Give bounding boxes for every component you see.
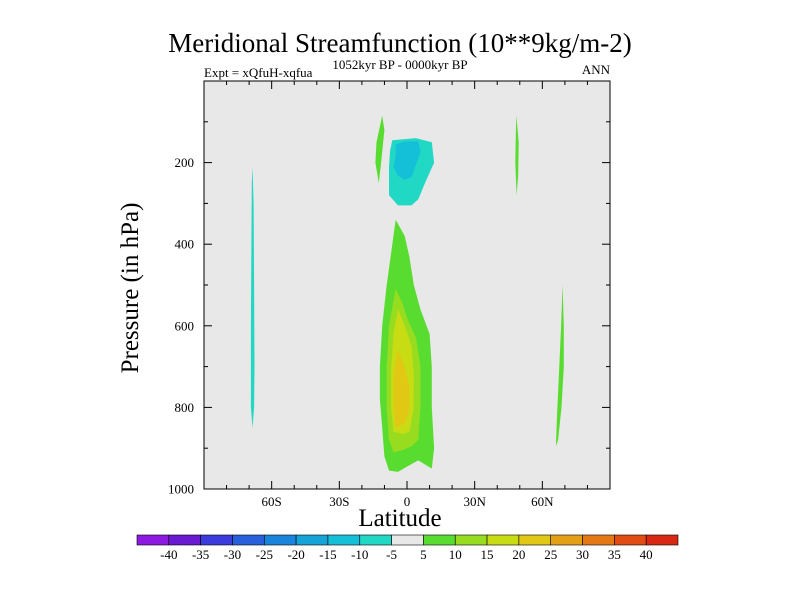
contour-upper-tropical-core-negative: [393, 141, 421, 180]
colorbar-label: -40: [160, 547, 177, 562]
colorbar-box: [232, 534, 265, 546]
colorbar-label: 35: [608, 547, 621, 562]
y-tick-label: 200: [175, 155, 195, 170]
colorbar-box: [454, 534, 488, 546]
colorbar-label: -25: [256, 547, 273, 562]
time-range-label: 1052kyr BP - 0000kyr BP: [332, 57, 468, 72]
colorbar-label: 40: [640, 547, 653, 562]
colorbar-label: 30: [576, 547, 589, 562]
y-tick-label: 400: [175, 237, 195, 252]
colorbar-label: -30: [224, 547, 241, 562]
colorbar-label: 5: [420, 547, 427, 562]
x-tick-label: 30S: [329, 494, 349, 509]
colorbar-box: [391, 534, 424, 546]
colorbar-label: -15: [319, 547, 336, 562]
colorbar-box: [582, 534, 615, 546]
contour-upper-tropical-band-positive: [375, 115, 385, 183]
season-label: ANN: [581, 62, 610, 77]
x-tick-label: 60S: [262, 494, 282, 509]
colorbar-box: [327, 534, 361, 546]
colorbar-box: [168, 534, 201, 546]
x-axis-label: Latitude: [358, 505, 442, 532]
x-tick-label: 0: [404, 494, 411, 509]
axis-ticks: 60S 30S 0 30N 60N 200 400 600 800 1000: [168, 81, 610, 509]
contour-northern-midlatitude-band-positive: [555, 285, 564, 447]
y-tick-label: 1000: [168, 482, 194, 497]
colorbar-box: [518, 534, 552, 546]
x-tick-label: 60N: [531, 494, 554, 509]
contour-southern-hemisphere-band-negative: [250, 166, 255, 428]
y-tick-label: 800: [175, 400, 195, 415]
colorbar-label: 25: [544, 547, 557, 562]
colorbar-label: -20: [287, 547, 304, 562]
colorbar-box: [550, 534, 583, 546]
colorbar-box: [614, 534, 647, 546]
colorbar-box: [136, 534, 170, 546]
colorbar-box: [423, 534, 456, 546]
colorbar-box: [263, 534, 297, 546]
x-tick-label: 30N: [463, 494, 486, 509]
colorbar-box: [295, 534, 329, 546]
colorbar-label: 20: [512, 547, 525, 562]
colorbar-box: [359, 534, 392, 546]
colorbar-label: -10: [351, 547, 368, 562]
colorbar-box: [645, 534, 679, 546]
experiment-label: Expt = xQfuH-xqfua: [204, 65, 313, 80]
contour-regions: [250, 115, 564, 472]
colorbar-label: 10: [449, 547, 462, 562]
colorbar-box: [486, 534, 520, 546]
chart-title: Meridional Streamfunction (10**9kg/m-2): [168, 28, 632, 58]
y-tick-label: 600: [175, 318, 195, 333]
contour-northern-subtropical-band-positive: [515, 115, 519, 196]
contour-lower-tropical-cell-level-25: [393, 350, 410, 428]
colorbar-label: 15: [481, 547, 494, 562]
colorbar-label: -5: [386, 547, 397, 562]
colorbar-label: -35: [192, 547, 209, 562]
colorbar-box: [200, 534, 233, 546]
colorbar: -40 -35 -30 -25 -20 -15 -10 -5 5 10 15 20 25 30 35 40: [136, 534, 679, 562]
